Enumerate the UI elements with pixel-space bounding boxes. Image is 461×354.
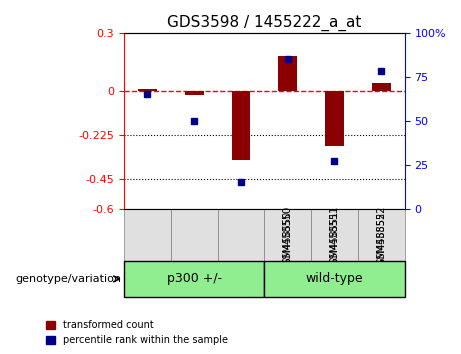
FancyBboxPatch shape — [171, 209, 218, 261]
Text: GSM458548: GSM458548 — [0, 353, 1, 354]
FancyBboxPatch shape — [264, 261, 405, 297]
Text: GSM458552: GSM458552 — [376, 211, 386, 270]
Bar — [138, 89, 157, 91]
Text: GSM458550: GSM458550 — [283, 205, 293, 264]
Legend: transformed count, percentile rank within the sample: transformed count, percentile rank withi… — [42, 316, 232, 349]
FancyBboxPatch shape — [124, 261, 264, 297]
Text: GSM458551: GSM458551 — [330, 211, 339, 270]
FancyBboxPatch shape — [311, 209, 358, 261]
Text: GSM458550: GSM458550 — [283, 211, 293, 270]
FancyBboxPatch shape — [264, 209, 311, 261]
Bar — [231, 91, 250, 160]
Text: GSM458552: GSM458552 — [376, 205, 386, 265]
Bar — [185, 91, 203, 95]
Text: GSM458548: GSM458548 — [0, 353, 1, 354]
Text: genotype/variation: genotype/variation — [16, 274, 122, 284]
FancyBboxPatch shape — [218, 209, 264, 261]
Text: GSM458551: GSM458551 — [330, 205, 339, 264]
Bar — [278, 56, 297, 91]
Title: GDS3598 / 1455222_a_at: GDS3598 / 1455222_a_at — [167, 15, 361, 31]
Bar — [325, 91, 344, 146]
Text: GSM458547: GSM458547 — [0, 353, 1, 354]
Text: GSM458547: GSM458547 — [0, 353, 1, 354]
Text: p300 +/-: p300 +/- — [166, 273, 222, 285]
FancyBboxPatch shape — [124, 209, 171, 261]
Text: GSM458549: GSM458549 — [0, 353, 1, 354]
Bar — [372, 84, 390, 91]
Text: GSM458549: GSM458549 — [0, 353, 1, 354]
FancyBboxPatch shape — [358, 209, 405, 261]
Text: wild-type: wild-type — [306, 273, 363, 285]
